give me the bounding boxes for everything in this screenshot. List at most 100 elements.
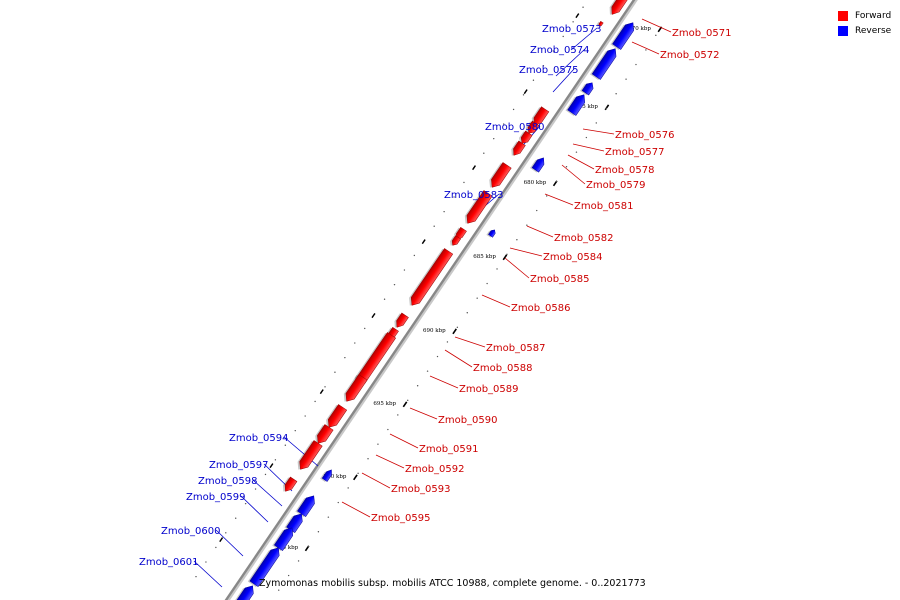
gene-arrow-body: [466, 190, 493, 224]
gene-arrow[interactable]: [486, 162, 512, 192]
gene-label[interactable]: Zmob_0595: [371, 513, 431, 524]
gene-leader-line: [526, 225, 554, 238]
tick-minor: [645, 49, 647, 51]
gene-arrow-body: [531, 157, 545, 173]
tick-minor: [476, 297, 478, 299]
gene-arrow[interactable]: [392, 312, 409, 331]
tick-minor: [205, 561, 207, 563]
gene-leader-line: [567, 154, 595, 170]
gene-label[interactable]: Zmob_0586: [511, 303, 571, 314]
gene-arrow[interactable]: [528, 106, 550, 129]
gene-leader-line: [389, 433, 419, 449]
gene-label[interactable]: Zmob_0576: [615, 130, 675, 141]
gene-label[interactable]: Zmob_0577: [605, 147, 665, 158]
tick-major: 675 kbp: [575, 104, 610, 111]
gene-label[interactable]: Zmob_0593: [391, 484, 451, 495]
gene-layer: [228, 0, 637, 600]
gene-arrow-body: [611, 0, 629, 15]
gene-leader-line: [240, 495, 269, 523]
gene-label[interactable]: Zmob_0579: [586, 180, 646, 191]
gene-arrow[interactable]: [295, 492, 318, 518]
gene-arrow-body: [327, 404, 348, 428]
genome-caption: Zymomonas mobilis subsp. mobilis ATCC 10…: [259, 578, 646, 589]
gene-label[interactable]: Zmob_0572: [660, 50, 720, 61]
gene-label[interactable]: Zmob_0599: [186, 492, 246, 503]
genome-axis-shadow: [226, 0, 638, 600]
gene-arrow[interactable]: [486, 228, 496, 239]
gene-arrow-body: [567, 94, 586, 116]
gene-arrow[interactable]: [340, 374, 368, 406]
gene-arrow[interactable]: [312, 424, 334, 448]
tick-label: 690 kbp: [423, 328, 446, 334]
tick-minor: [426, 370, 429, 372]
gene-arrow[interactable]: [272, 524, 296, 552]
gene-arrow[interactable]: [610, 19, 637, 51]
gene-label[interactable]: Zmob_0571: [672, 28, 732, 39]
gene-label[interactable]: Zmob_0587: [486, 343, 546, 354]
gene-arrow[interactable]: [284, 510, 305, 534]
gene-arrow[interactable]: [590, 45, 619, 81]
gene-arrow[interactable]: [323, 404, 348, 432]
gene-arrow[interactable]: [606, 0, 629, 18]
tick-minor: [244, 502, 247, 505]
gene-arrow[interactable]: [565, 91, 589, 117]
gene-arrow[interactable]: [579, 80, 595, 97]
tick-minor: [278, 589, 280, 591]
gene-arrow[interactable]: [523, 120, 540, 137]
gene-label[interactable]: Zmob_0592: [405, 464, 465, 475]
tick-minor: [443, 210, 445, 213]
gene-label[interactable]: Zmob_0598: [198, 476, 258, 487]
tick-minor: [565, 166, 568, 168]
gene-leader-line: [544, 193, 574, 206]
gene-arrow[interactable]: [320, 467, 334, 482]
gene-arrow[interactable]: [596, 20, 604, 28]
tick-minor: [595, 122, 597, 124]
gene-label[interactable]: Zmob_0578: [595, 165, 655, 176]
axis-layer: [224, 0, 638, 600]
gene-arrow-body: [284, 476, 298, 492]
tick-minor: [605, 107, 607, 110]
gene-label[interactable]: Zmob_0589: [459, 384, 519, 395]
gene-arrow[interactable]: [280, 476, 298, 495]
gene-leader-line: [444, 349, 473, 368]
gene-arrow[interactable]: [529, 155, 547, 174]
tick-minor: [264, 473, 267, 476]
gene-label[interactable]: Zmob_0597: [209, 460, 269, 471]
tick-minor: [615, 93, 617, 95]
gene-label[interactable]: Zmob_0594: [229, 433, 289, 444]
gene-arrow[interactable]: [406, 248, 454, 310]
tick-minor: [463, 181, 465, 184]
tick-mark: [421, 239, 426, 245]
gene-label[interactable]: Zmob_0573: [542, 24, 602, 35]
gene-label[interactable]: Zmob_0580: [485, 122, 545, 133]
gene-arrow-body: [249, 547, 280, 588]
gene-arrow[interactable]: [247, 544, 283, 588]
gene-label[interactable]: Zmob_0590: [438, 415, 498, 426]
gene-label[interactable]: Zmob_0584: [543, 252, 603, 263]
gene-arrow[interactable]: [517, 130, 533, 147]
gene-label[interactable]: Zmob_0588: [473, 363, 533, 374]
gene-label[interactable]: Zmob_0591: [419, 444, 479, 455]
tick-minor: [585, 136, 588, 139]
gene-arrow-body: [520, 130, 533, 144]
legend: Forward Reverse: [838, 8, 891, 38]
gene-arrow[interactable]: [461, 190, 493, 228]
gene-leader-line: [361, 472, 391, 489]
dot-layer: [195, 6, 657, 591]
tick-minor: [387, 428, 389, 431]
gene-label[interactable]: Zmob_0600: [161, 526, 221, 537]
gene-label[interactable]: Zmob_0583: [444, 190, 504, 201]
gene-label[interactable]: Zmob_0575: [519, 65, 579, 76]
gene-leader-line: [341, 501, 371, 518]
gene-arrow[interactable]: [448, 235, 461, 248]
gene-label[interactable]: Zmob_0582: [554, 233, 614, 244]
gene-arrow[interactable]: [228, 582, 257, 600]
gene-label[interactable]: Zmob_0574: [530, 45, 590, 56]
tick-minor: [542, 64, 545, 67]
gene-label[interactable]: Zmob_0601: [139, 557, 199, 568]
tick-minor: [575, 151, 578, 153]
gene-label[interactable]: Zmob_0581: [574, 201, 634, 212]
gene-arrow[interactable]: [294, 440, 323, 474]
gene-label[interactable]: Zmob_0585: [530, 274, 590, 285]
gene-arrow[interactable]: [508, 140, 526, 159]
